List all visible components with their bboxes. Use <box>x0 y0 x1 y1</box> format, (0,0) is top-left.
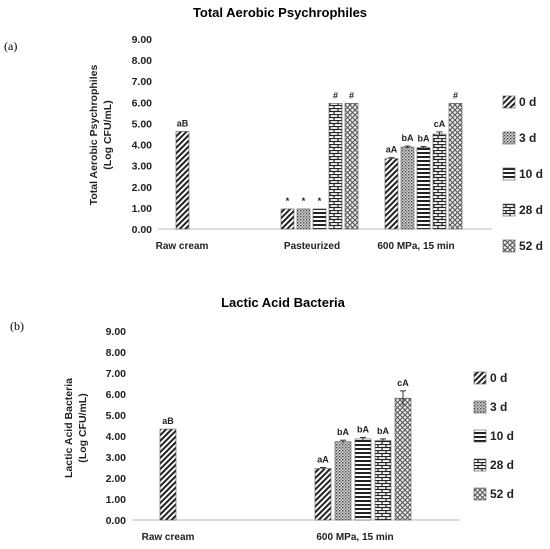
y-tick-label: 6.00 <box>132 97 153 109</box>
legend-entry: 0 d <box>519 95 536 109</box>
bar <box>354 438 372 521</box>
bar <box>334 441 352 521</box>
data-label: cA <box>397 378 409 388</box>
legend-swatch <box>473 458 487 472</box>
legend-entry: 3 d <box>490 400 507 414</box>
legend-entry: 52 d <box>519 239 543 253</box>
y-axis-label-line2: (Log CFU/mL) <box>102 100 114 169</box>
legend-swatch <box>502 203 516 217</box>
legend-entry: 28 d <box>519 203 543 217</box>
panel-label: (b) <box>10 319 24 333</box>
bar <box>280 208 295 230</box>
y-tick-label: 9.00 <box>106 326 127 338</box>
data-label: * <box>302 196 306 206</box>
bar <box>312 208 327 230</box>
x-tick-label: Pasteurized <box>284 241 340 252</box>
panel-label: (a) <box>4 39 17 53</box>
x-tick-label: Raw cream <box>142 532 195 543</box>
y-tick-label: 5.00 <box>132 118 153 130</box>
y-tick-label: 1.00 <box>106 494 127 506</box>
legend-entry: 0 d <box>490 371 507 385</box>
data-label: aB <box>177 118 189 128</box>
legend-swatch <box>502 131 516 145</box>
bar <box>400 146 415 230</box>
data-label: bA <box>402 133 414 143</box>
data-label: bA <box>357 424 369 434</box>
bar <box>314 468 332 521</box>
x-tick-label: 600 MPa, 15 min <box>377 241 454 252</box>
y-tick-label: 7.00 <box>106 368 127 380</box>
legend-entry: 10 d <box>490 429 514 443</box>
bar <box>344 103 359 230</box>
data-label: # <box>333 90 338 100</box>
y-tick-label: 0.00 <box>132 224 153 236</box>
bar <box>416 147 431 230</box>
legend-swatch <box>473 487 487 501</box>
bar <box>384 158 399 230</box>
legend: 0 d 3 d 10 d 28 d 52 d <box>473 371 514 501</box>
bar <box>328 103 343 230</box>
bar <box>374 440 392 521</box>
chart-total-aerobic-psychrophiles: Total Aerobic Psychrophiles (a) Total Ae… <box>4 5 543 253</box>
y-axis-label-line1: Total Aerobic Psychrophiles <box>88 65 100 206</box>
bar <box>175 131 190 230</box>
y-tick-label: 2.00 <box>106 473 127 485</box>
legend-swatch <box>473 429 487 443</box>
legend-entry: 10 d <box>519 167 543 181</box>
plot-area: 0.00 1.00 2.00 3.00 4.00 5.00 6.00 7.00 8.00 9.00… <box>106 326 460 543</box>
y-tick-label: 0.00 <box>106 515 127 527</box>
chart-title: Lactic Acid Bacteria <box>221 295 346 310</box>
data-label: aA <box>386 145 398 155</box>
y-axis-label-line1: Lactic Acid Bacteria <box>63 378 75 478</box>
legend-swatch <box>502 167 516 181</box>
y-tick-label: 4.00 <box>106 431 127 443</box>
bar <box>159 428 177 521</box>
y-tick-label: 9.00 <box>132 34 153 46</box>
chart-lactic-acid-bacteria: Lactic Acid Bacteria (b) Lactic Acid Bac… <box>10 295 514 543</box>
data-label: * <box>286 196 290 206</box>
data-label: cA <box>434 119 446 129</box>
y-axis-label-line2: (Log CFU/mL) <box>77 393 89 462</box>
legend: 0 d 3 d 10 d 28 d 52 d <box>502 95 543 253</box>
legend-entry: 28 d <box>490 458 514 472</box>
data-label: bA <box>337 427 349 437</box>
y-tick-label: 5.00 <box>106 410 127 422</box>
legend-swatch <box>473 400 487 414</box>
bar <box>432 133 447 230</box>
y-tick-label: 3.00 <box>132 161 153 173</box>
y-tick-label: 7.00 <box>132 76 153 88</box>
legend-entry: 52 d <box>490 487 514 501</box>
y-tick-label: 1.00 <box>132 203 153 215</box>
y-tick-label: 2.00 <box>132 182 153 194</box>
y-tick-label: 4.00 <box>132 140 153 152</box>
data-label: aA <box>317 455 329 465</box>
y-tick-label: 6.00 <box>106 389 127 401</box>
data-label: * <box>318 196 322 206</box>
data-label: bA <box>418 133 430 143</box>
legend-swatch <box>473 371 487 385</box>
bar <box>296 208 311 230</box>
x-tick-label: 600 MPa, 15 min <box>316 532 393 543</box>
x-tick-label: Raw cream <box>156 241 209 252</box>
y-tick-label: 8.00 <box>106 347 127 359</box>
bar <box>448 103 463 230</box>
legend-swatch <box>502 95 516 109</box>
y-tick-label: 3.00 <box>106 452 127 464</box>
legend-swatch <box>502 239 516 253</box>
y-tick-label: 8.00 <box>132 55 153 67</box>
data-label: aB <box>162 416 174 426</box>
legend-entry: 3 d <box>519 131 536 145</box>
plot-area: 0.00 1.00 2.00 3.00 4.00 5.00 6.00 7.00 8.00 9.00… <box>132 34 492 252</box>
data-label: # <box>349 90 354 100</box>
chart-title: Total Aerobic Psychrophiles <box>193 5 367 20</box>
bar <box>394 397 412 521</box>
data-label: bA <box>377 426 389 436</box>
data-label: # <box>453 90 458 100</box>
